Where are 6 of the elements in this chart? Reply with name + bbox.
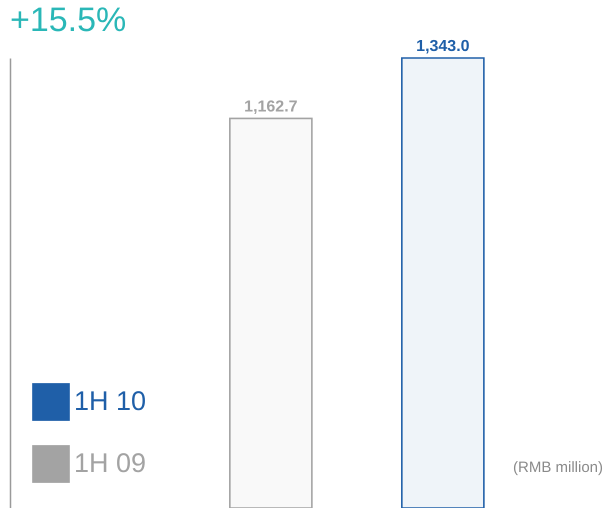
data-label: 1,343.0 bbox=[416, 38, 470, 55]
data-label: 1,162.7 bbox=[244, 98, 298, 116]
legend-label: 1H 10 bbox=[74, 386, 146, 416]
chart-title: +15.5% bbox=[10, 1, 126, 39]
legend-label: 1H 09 bbox=[74, 448, 146, 478]
annotation: (RMB million) bbox=[513, 459, 604, 476]
